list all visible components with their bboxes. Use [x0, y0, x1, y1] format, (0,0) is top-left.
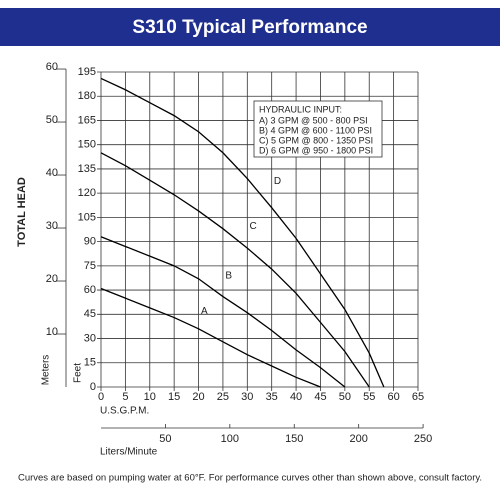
legend-entry: D) 6 GPM @ 950 - 1800 PSI: [259, 145, 373, 155]
y2-unit-label: Meters: [41, 355, 52, 386]
curve: [100, 77, 385, 388]
y-tick-label: 180: [78, 90, 96, 102]
y-axis-label: TOTAL HEAD: [16, 177, 28, 247]
curve-label: C: [249, 221, 256, 232]
legend-entry: B) 4 GPM @ 600 - 1100 PSI: [259, 125, 372, 135]
y2-tick-label: 20: [46, 273, 58, 285]
x2-tick-label: 250: [414, 433, 432, 445]
curve-label: D: [274, 176, 281, 187]
x2-tick-label: 100: [221, 433, 239, 445]
y-tick-label: 165: [78, 114, 96, 126]
y-tick-label: 15: [84, 357, 96, 369]
chart-title: S310 Typical Performance: [132, 17, 367, 38]
curve: [100, 236, 346, 388]
y-tick-label: 45: [84, 308, 96, 320]
header-bar: [0, 8, 500, 46]
y-tick-label: 150: [78, 139, 96, 151]
y-tick-label: 75: [84, 260, 96, 272]
legend-title: HYDRAULIC INPUT:: [259, 104, 342, 114]
y-tick-label: 195: [78, 66, 96, 78]
x-tick-label: 55: [363, 391, 375, 403]
x-tick-label: 45: [314, 391, 326, 403]
x2-axis-label: Liters/Minute: [100, 447, 158, 458]
y-tick-label: 60: [84, 284, 96, 296]
legend-entry: A) 3 GPM @ 500 - 800 PSI: [259, 115, 368, 125]
y-tick-label: 120: [78, 187, 96, 199]
y2-tick-label: 30: [46, 220, 58, 232]
curve: [100, 287, 321, 388]
x-tick-label: 65: [412, 391, 424, 403]
x-tick-label: 50: [339, 391, 351, 403]
x-tick-label: 25: [217, 391, 229, 403]
x-tick-label: 10: [144, 391, 156, 403]
y2-tick-label: 60: [46, 61, 58, 73]
y-tick-label: 90: [84, 236, 96, 248]
y2-tick-label: 50: [46, 114, 58, 126]
x-axis-label: U.S.G.P.M.: [100, 406, 149, 417]
y-tick-label: 135: [78, 163, 96, 175]
x2-tick-label: 50: [159, 433, 171, 445]
x-tick-label: 0: [98, 391, 104, 403]
x2-tick-label: 200: [349, 433, 367, 445]
x2-tick-label: 150: [285, 433, 303, 445]
y-tick-label: 0: [90, 381, 96, 393]
x-tick-label: 15: [168, 391, 180, 403]
x-tick-label: 20: [192, 391, 204, 403]
legend-box: [253, 100, 383, 158]
curve-label: A: [201, 306, 208, 317]
curve-label: B: [225, 270, 232, 281]
curve: [100, 152, 370, 388]
y-unit-label: Feet: [73, 363, 84, 383]
x-tick-label: 5: [122, 391, 128, 403]
footnote: Curves are based on pumping water at 60°…: [18, 473, 482, 484]
x-tick-label: 35: [266, 391, 278, 403]
legend-entry: C) 5 GPM @ 800 - 1350 PSI: [259, 135, 373, 145]
y2-tick-label: 40: [46, 167, 58, 179]
y-tick-label: 105: [78, 211, 96, 223]
y2-tick-label: 10: [46, 326, 58, 338]
x-tick-label: 30: [241, 391, 253, 403]
x-tick-label: 40: [290, 391, 302, 403]
y-tick-label: 30: [84, 332, 96, 344]
x-tick-label: 60: [387, 391, 399, 403]
